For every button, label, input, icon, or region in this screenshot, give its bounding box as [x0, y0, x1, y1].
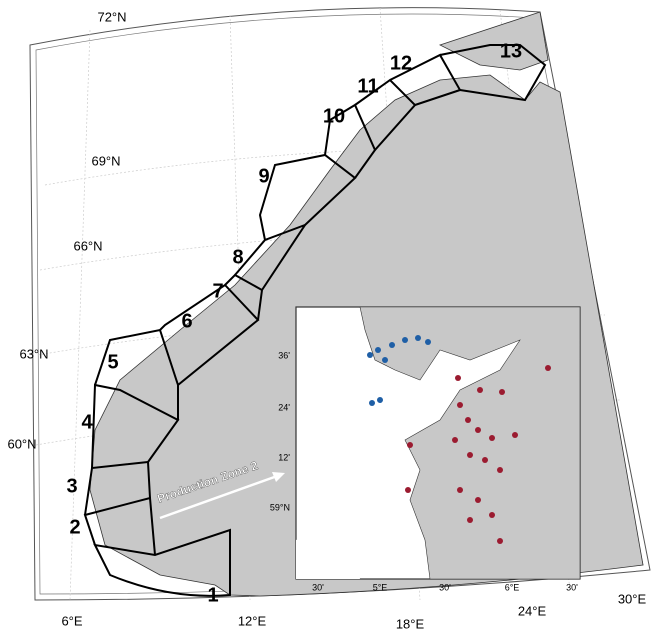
lat-label: 69°N: [91, 153, 120, 168]
inset-lon-label: 30': [566, 582, 578, 592]
lon-label: 12°E: [238, 613, 267, 628]
land-north: [438, 11, 549, 71]
lon-label: 6°E: [61, 613, 82, 628]
zone-label: 5: [107, 351, 118, 373]
lon-label: 30°E: [618, 591, 647, 606]
zone-boundaries: [83, 44, 547, 597]
zone-label: 3: [66, 475, 77, 497]
lat-label: 72°N: [97, 9, 126, 24]
inset-lon-label: 30': [439, 582, 451, 592]
zone-label: 12: [390, 52, 412, 74]
inset-lon-label: 30': [312, 582, 324, 592]
zone-label: 4: [81, 411, 93, 433]
zone-label: 6: [181, 310, 192, 332]
lat-label: 63°N: [19, 346, 48, 361]
lon-label: 24°E: [518, 603, 547, 618]
inset-lat-label: 59°N: [270, 502, 290, 512]
zone-label: 10: [323, 105, 345, 127]
zone-label: 9: [258, 165, 269, 187]
zone-label: 11: [357, 75, 378, 97]
lat-label: 66°N: [73, 238, 102, 253]
zone-label: 7: [212, 280, 223, 302]
inset-lat-label: 24': [278, 402, 290, 412]
inset-lon-label: 5°E: [373, 582, 388, 592]
zone-label: 8: [232, 246, 243, 268]
lon-label: 18°E: [396, 616, 425, 631]
inset: 36' 24' 12' 59°N 30' 5°E 30' 6°E 30': [270, 306, 581, 592]
lat-label: 60°N: [7, 436, 36, 451]
inset-lat-label: 36': [278, 350, 290, 360]
zone-label: 1: [207, 584, 218, 606]
inset-lat-label: 12': [278, 452, 290, 462]
zone-label: 13: [500, 40, 522, 62]
zone-label: 2: [69, 516, 80, 538]
inset-lon-label: 6°E: [505, 582, 520, 592]
